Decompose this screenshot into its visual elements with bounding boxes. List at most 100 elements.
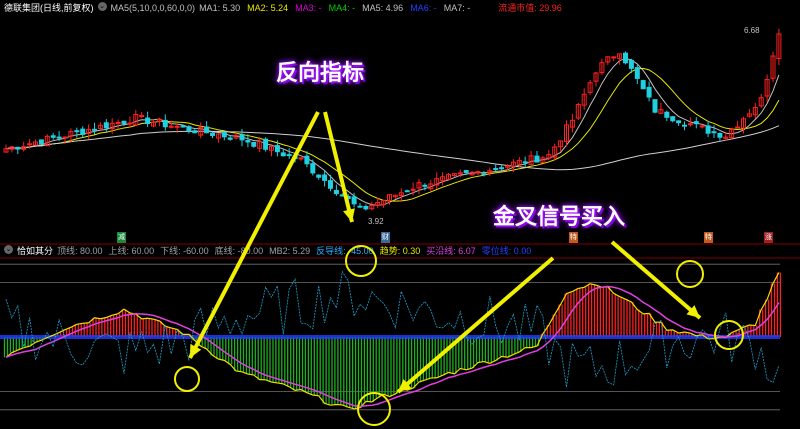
candle <box>3 148 9 153</box>
candle <box>263 138 269 150</box>
candle <box>475 171 481 174</box>
candle <box>699 125 705 128</box>
ma-value-4: MA5: 4.96 <box>362 3 404 13</box>
candle <box>145 117 151 125</box>
candle <box>776 33 782 59</box>
candle <box>381 199 387 206</box>
indicator-value-4: MB2: 5.29 <box>269 246 311 256</box>
candle <box>623 52 628 64</box>
candle <box>68 131 74 137</box>
candle <box>658 109 664 114</box>
candle <box>711 131 717 134</box>
indicator-name[interactable]: 恰如其分 <box>17 246 54 256</box>
candle <box>92 128 97 131</box>
highlight-circle <box>357 392 391 426</box>
signal-marker[interactable]: 财 <box>381 232 390 243</box>
candle <box>115 121 121 124</box>
settings-icon[interactable]: ⌄ <box>97 2 107 11</box>
indicator-values: 顶线: 80.00 上线: 60.00 下线: -60.00 底线: -80.00 MB… <box>57 245 531 257</box>
candle <box>422 184 428 187</box>
signal-marker[interactable]: 特 <box>569 232 578 243</box>
signal-marker[interactable]: 涨 <box>764 232 773 243</box>
ma-params[interactable]: MA5(5,10,0,0,60,0,0) <box>110 3 196 13</box>
highlight-circle <box>714 320 744 350</box>
candle <box>510 161 516 167</box>
candle <box>499 167 505 170</box>
indicator-value-7: 买沿线: 6.07 <box>426 246 476 256</box>
candle <box>333 189 339 195</box>
candle <box>741 118 746 129</box>
indicator-panel-header: ⌄ 恰如其分 顶线: 80.00 上线: 60.00 下线: -60.00 底线: -… <box>4 245 531 257</box>
candle <box>457 172 463 175</box>
candle <box>210 132 215 136</box>
candle <box>481 173 487 176</box>
arrow-head <box>686 305 700 318</box>
signal-marker[interactable]: 减 <box>117 232 126 243</box>
candle <box>286 154 292 157</box>
candle <box>310 163 316 174</box>
candle <box>717 132 723 138</box>
indicator-value-5: 反导线: -45.00 <box>316 246 374 256</box>
candle <box>611 56 617 59</box>
candle <box>86 129 92 134</box>
candle <box>687 123 693 126</box>
ma-value-5: MA6: - <box>410 3 437 13</box>
candle <box>634 67 640 79</box>
candle <box>593 72 599 82</box>
indicator-value-1: 上线: 60.00 <box>108 246 155 256</box>
indicator-value-2: 下线: -60.00 <box>160 246 209 256</box>
indicator-value-0: 顶线: 80.00 <box>57 246 103 256</box>
candle <box>652 99 658 113</box>
candle <box>322 174 328 181</box>
indicator-value-8: 零位线: 0.00 <box>481 246 532 256</box>
settings-icon[interactable]: ⌄ <box>4 245 13 254</box>
candle <box>174 125 180 128</box>
ma-values: MA1: 5.30 MA2: 5.24 MA3: - MA4: - MA5: 4.96 M… <box>199 2 470 14</box>
candle <box>274 145 280 153</box>
ma60-line <box>5 125 780 171</box>
candle <box>133 113 139 126</box>
anti-line <box>5 270 780 388</box>
candle <box>239 134 245 141</box>
arrow-shaft <box>610 240 702 320</box>
arrow-head <box>398 379 412 392</box>
candle <box>493 168 499 171</box>
candle <box>328 180 333 189</box>
candle <box>27 143 33 146</box>
highlight-circle <box>174 366 200 392</box>
zero-line <box>0 335 780 339</box>
ma10-line <box>5 67 780 202</box>
candle <box>180 125 186 128</box>
candle <box>398 192 404 197</box>
candle <box>44 135 50 147</box>
candle <box>139 114 145 117</box>
low-price-label: 3.92 <box>368 217 384 226</box>
candle <box>97 124 103 129</box>
candle <box>575 104 581 119</box>
candle <box>440 176 446 182</box>
candle <box>392 194 398 198</box>
candle <box>162 119 168 128</box>
candle <box>522 161 528 164</box>
candle <box>74 130 80 133</box>
candle <box>156 118 162 122</box>
candle <box>705 125 711 134</box>
candle <box>764 79 770 97</box>
candle <box>50 135 56 138</box>
signal-marker[interactable]: 特 <box>704 232 713 243</box>
ma-value-2: MA3: - <box>295 3 322 13</box>
candle <box>109 122 115 130</box>
candle <box>670 116 676 122</box>
candle <box>198 126 204 136</box>
candle <box>15 146 21 150</box>
annotation-reverse-indicator: 反向指标 <box>276 61 365 86</box>
candle <box>80 128 86 135</box>
candle <box>21 146 27 150</box>
candle <box>664 111 670 118</box>
candle <box>534 155 540 163</box>
indicator-value-3: 底线: -80.00 <box>214 246 264 256</box>
stock-title: 德联集团(日线,前复权) <box>4 3 94 13</box>
candle <box>451 173 457 177</box>
candle <box>676 120 682 124</box>
